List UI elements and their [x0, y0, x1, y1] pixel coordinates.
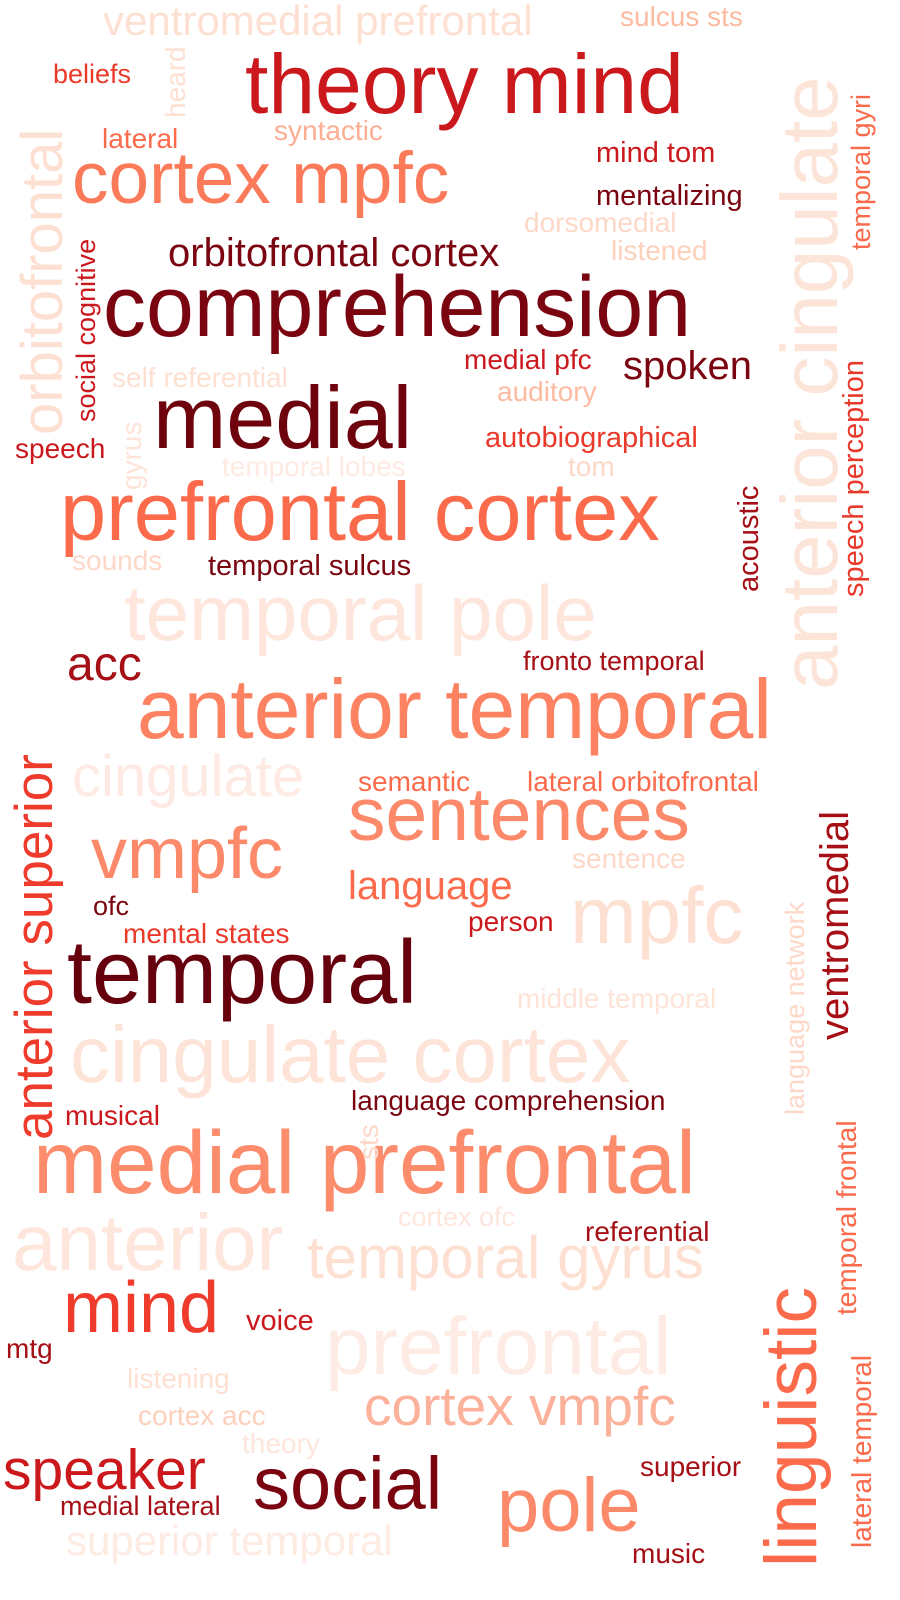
word-tom: tom: [568, 451, 615, 482]
word-temporal-pole: temporal pole: [124, 569, 597, 657]
word-temporal-frontal: temporal frontal: [831, 1120, 862, 1315]
word-medial-pfc: medial pfc: [464, 344, 592, 375]
word-mind-tom: mind tom: [596, 137, 716, 169]
word-temporal: temporal: [67, 923, 418, 1023]
word-beliefs: beliefs: [53, 59, 132, 89]
word-language-comprehension: language comprehension: [351, 1085, 666, 1116]
word-auditory: auditory: [497, 376, 597, 407]
word-anterior-superior: anterior superior: [5, 754, 64, 1140]
word-sts: sts: [353, 1124, 384, 1160]
word-prefrontal: prefrontal: [325, 1301, 672, 1392]
word-social: social: [253, 1442, 443, 1525]
word-mentalizing: mentalizing: [596, 180, 743, 212]
word-lateral-orbitofrontal: lateral orbitofrontal: [527, 766, 759, 797]
word-lateral-temporal: lateral temporal: [846, 1355, 877, 1548]
word-medial: medial: [153, 368, 413, 467]
word-medial-prefrontal: medial prefrontal: [33, 1112, 696, 1212]
word-mpfc: mpfc: [570, 871, 744, 960]
word-autobiographical: autobiographical: [485, 422, 698, 454]
word-acc: acc: [67, 638, 142, 691]
word-temporal-lobes: temporal lobes: [222, 451, 406, 482]
word-musical: musical: [65, 1100, 160, 1131]
word-vmpfc: vmpfc: [91, 814, 284, 894]
word-language: language: [348, 864, 513, 908]
word-anterior-temporal: anterior temporal: [137, 662, 772, 756]
word-language-network: language network: [780, 901, 810, 1115]
word-music: music: [632, 1538, 706, 1569]
word-orbitofrontal-cortex: orbitofrontal cortex: [168, 231, 500, 275]
word-listening: listening: [127, 1363, 230, 1394]
word-heard: heard: [160, 46, 191, 118]
word-anterior: anterior: [12, 1198, 284, 1287]
word-self-referential: self referential: [112, 362, 288, 393]
word-cortex-ofc: cortex ofc: [398, 1202, 516, 1232]
word-speech: speech: [15, 433, 106, 464]
word-mind: mind: [63, 1268, 220, 1348]
word-superior-temporal: superior temporal: [66, 1517, 393, 1564]
word-speaker: speaker: [3, 1438, 206, 1502]
word-middle-temporal: middle temporal: [517, 983, 717, 1014]
word-cortex-acc: cortex acc: [138, 1400, 266, 1431]
word-referential: referential: [585, 1216, 710, 1247]
word-cingulate: cingulate: [72, 744, 305, 809]
word-cortex-mpfc: cortex mpfc: [72, 138, 450, 219]
word-pole: pole: [497, 1463, 641, 1548]
word-theory: theory: [242, 1428, 320, 1459]
word-cingulate-cortex: cingulate cortex: [70, 1010, 631, 1099]
word-sentences: sentences: [348, 772, 690, 856]
word-syntactic: syntactic: [274, 115, 383, 146]
word-dorsomedial: dorsomedial: [524, 207, 677, 238]
word-mtg: mtg: [6, 1333, 53, 1364]
word-ventromedial-prefrontal: ventromedial prefrontal: [103, 0, 533, 44]
word-fronto-temporal: fronto temporal: [523, 646, 705, 676]
word-superior: superior: [640, 1451, 742, 1482]
word-orbitofrontal: orbitofrontal: [10, 128, 75, 435]
word-semantic: semantic: [358, 766, 471, 797]
word-speech-perception: speech perception: [838, 360, 870, 597]
word-gyrus: gyrus: [116, 421, 147, 490]
word-sounds: sounds: [72, 545, 163, 576]
word-sulcus-sts: sulcus sts: [620, 1, 743, 32]
word-temporal-gyrus: temporal gyrus: [307, 1224, 704, 1291]
word-ventromedial: ventromedial: [813, 810, 857, 1040]
word-mental-states: mental states: [123, 918, 290, 949]
word-prefrontal-cortex: prefrontal cortex: [60, 465, 660, 558]
word-acoustic: acoustic: [733, 485, 765, 592]
word-social-cognitive: social cognitive: [71, 238, 101, 422]
word-cortex-vmpfc: cortex vmpfc: [364, 1375, 676, 1437]
word-lateral: lateral: [102, 123, 179, 154]
word-medial-lateral: medial lateral: [60, 1491, 221, 1521]
word-comprehension: comprehension: [103, 259, 692, 355]
word-theory-mind: theory mind: [245, 37, 684, 131]
word-spoken: spoken: [623, 344, 752, 388]
word-listened: listened: [611, 235, 708, 266]
word-ofc: ofc: [93, 891, 130, 921]
word-person: person: [468, 906, 554, 937]
word-temporal-gyri: temporal gyri: [846, 93, 876, 250]
word-sentence: sentence: [572, 843, 686, 874]
word-temporal-sulcus: temporal sulcus: [208, 550, 412, 582]
word-voice: voice: [246, 1305, 314, 1337]
word-linguistic: linguistic: [751, 1287, 832, 1567]
